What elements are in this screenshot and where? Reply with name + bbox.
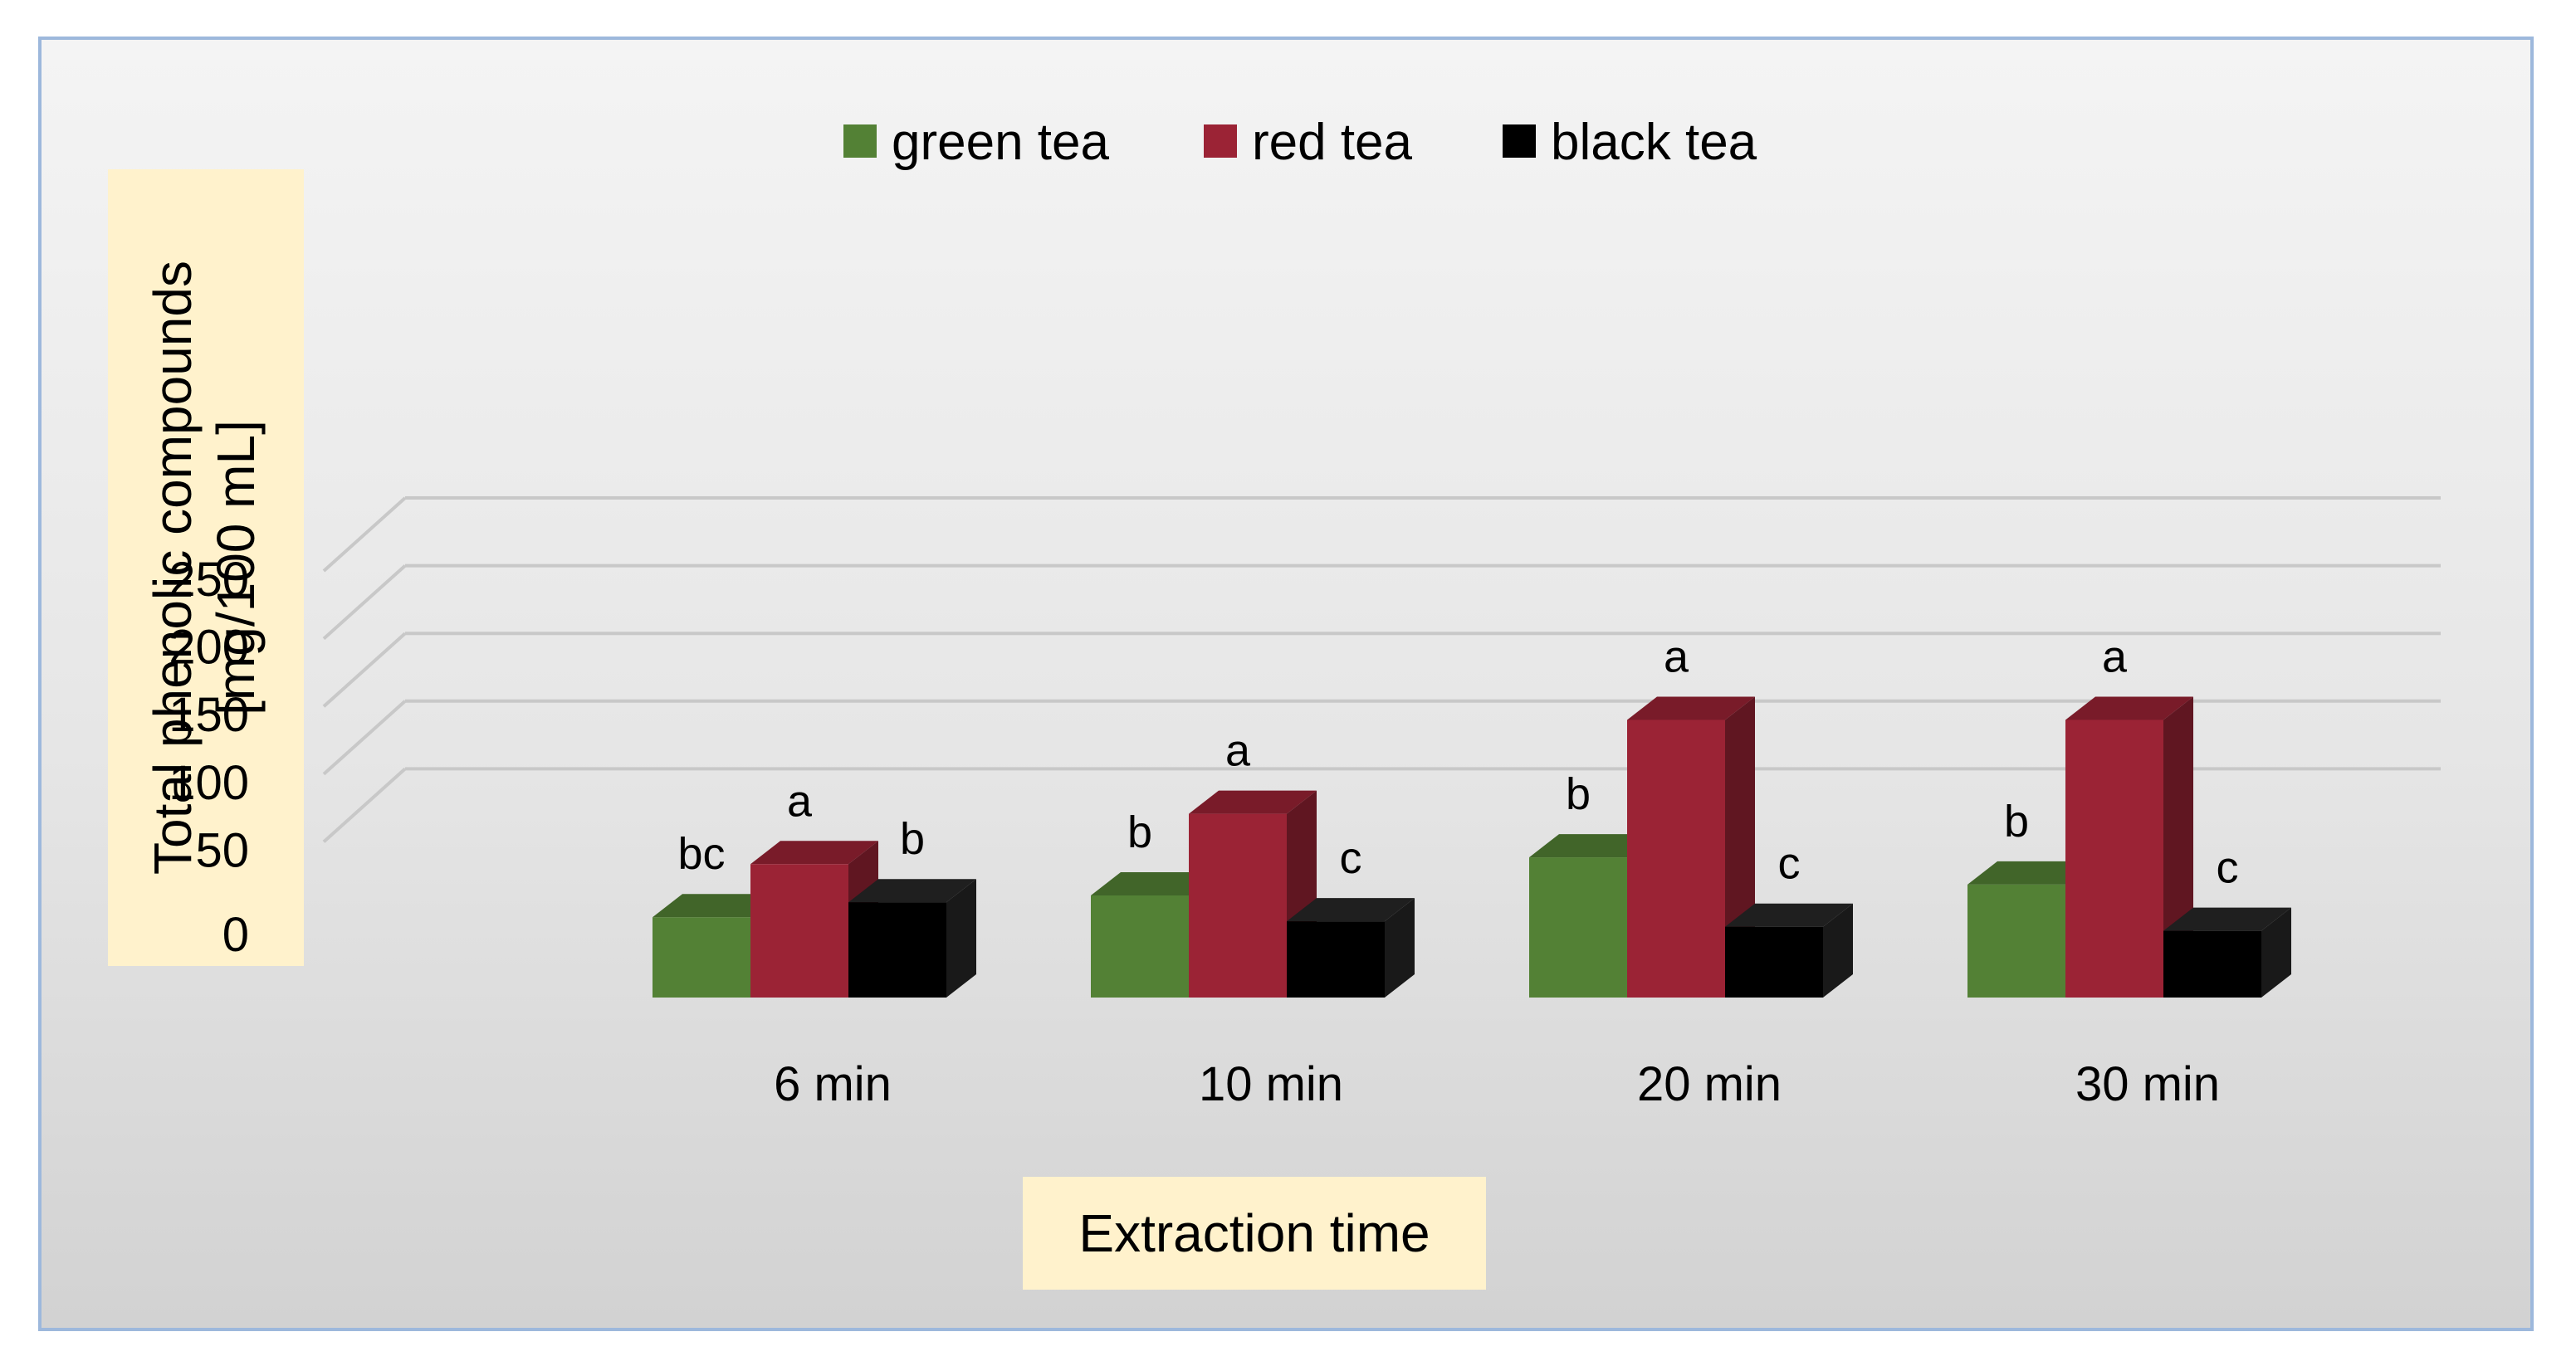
bar-significance-labels: bc a b b a c b a c b a c [677, 632, 2238, 892]
bar-front-face [1189, 813, 1287, 998]
significance-label: c [1340, 833, 1362, 883]
y-tick-label: 250 [169, 553, 249, 607]
bar-red-tea [2065, 696, 2193, 998]
x-category-label: 20 min [1637, 1057, 1782, 1111]
y-tick-label: 100 [169, 756, 249, 810]
gridline-depth [322, 496, 407, 573]
significance-label: a [1664, 632, 1689, 681]
bar-red-tea [750, 841, 878, 998]
bar-black-tea [2163, 907, 2291, 998]
y-tick-label: 200 [169, 621, 249, 675]
bar-front-face [1725, 926, 1823, 998]
bar-side-face [1385, 898, 1415, 998]
bar-side-face [1823, 903, 1853, 998]
bar-top-face [1287, 898, 1415, 922]
legend-swatch [1503, 124, 1536, 158]
bar-top-face [848, 879, 976, 903]
bar-top-face [1725, 903, 1853, 927]
bar-top-face [653, 894, 780, 918]
gridline-depth [322, 632, 407, 708]
x-axis-title: Extraction time [1078, 1203, 1430, 1263]
gridline-depth [322, 564, 407, 641]
bar-front-face [1967, 884, 2065, 998]
bar-black-tea [1725, 903, 1853, 998]
bar-front-face [848, 902, 946, 998]
bar-top-face [1091, 872, 1219, 895]
y-axis-title-background [108, 169, 304, 966]
legend-label: green tea [892, 114, 1110, 171]
bar-top-face [750, 841, 878, 865]
legend: green tea red tea black tea [843, 114, 1757, 171]
legend-swatch [843, 124, 877, 158]
significance-label: b [900, 814, 925, 864]
significance-label: b [1566, 769, 1591, 819]
legend-label: red tea [1252, 114, 1413, 171]
bar-front-face [2163, 930, 2261, 998]
bar-top-face [1189, 790, 1317, 814]
bar-side-face [946, 879, 976, 998]
legend-label: black tea [1551, 114, 1757, 171]
legend-swatch [1204, 124, 1237, 158]
bar-front-face [2065, 720, 2163, 998]
significance-label: b [2004, 797, 2029, 846]
gridline-depth [322, 700, 407, 776]
x-axis-title-background [1023, 1177, 1486, 1290]
bar-front-face [1529, 857, 1627, 998]
bar-front-face [1287, 921, 1385, 998]
y-tick-label: 150 [169, 688, 249, 742]
bar-front-face [1091, 895, 1189, 998]
y-axis-title-line-2: [mg/100 mL] [206, 420, 266, 715]
chart-frame: bc a b b a c b a c b a c 0 50 100 150 200 250 6 min 10 mi… [38, 37, 2534, 1331]
significance-label: bc [677, 829, 725, 879]
bar-side-face [2261, 907, 2291, 998]
significance-label: c [1778, 839, 1801, 889]
axis-title-backgrounds [108, 169, 1486, 1290]
bar-front-face [1627, 720, 1725, 998]
x-category-label: 30 min [2075, 1057, 2220, 1111]
bar-top-face [2163, 907, 2291, 931]
bar-top-face [1529, 834, 1657, 858]
y-tick-label: 0 [222, 908, 249, 962]
significance-label: b [1127, 807, 1152, 857]
y-axis-title-line-1: Total phenolic compounds [143, 261, 203, 875]
bar-black-tea [1287, 898, 1415, 998]
bar-front-face [750, 864, 848, 998]
significance-label: a [1225, 726, 1251, 776]
x-category-label: 6 min [774, 1057, 892, 1111]
bar-front-face [653, 917, 750, 998]
x-category-labels: 6 min 10 min 20 min 30 min [774, 1057, 2220, 1111]
y-tick-labels: 0 50 100 150 200 250 [169, 553, 249, 962]
x-category-label: 10 min [1199, 1057, 1343, 1111]
bar-top-face [1967, 861, 2095, 885]
bar-top-face [1627, 696, 1755, 720]
bar-black-tea [848, 879, 976, 998]
y-tick-label: 50 [195, 823, 249, 877]
significance-label: a [787, 776, 813, 826]
bar-top-face [2065, 696, 2193, 720]
bars [653, 696, 2291, 998]
significance-label: c [2217, 843, 2239, 893]
bar-chart: bc a b b a c b a c b a c 0 50 100 150 200 250 6 min 10 mi… [108, 114, 2441, 1290]
gridline-depth [322, 767, 407, 843]
significance-label: a [2102, 632, 2128, 681]
